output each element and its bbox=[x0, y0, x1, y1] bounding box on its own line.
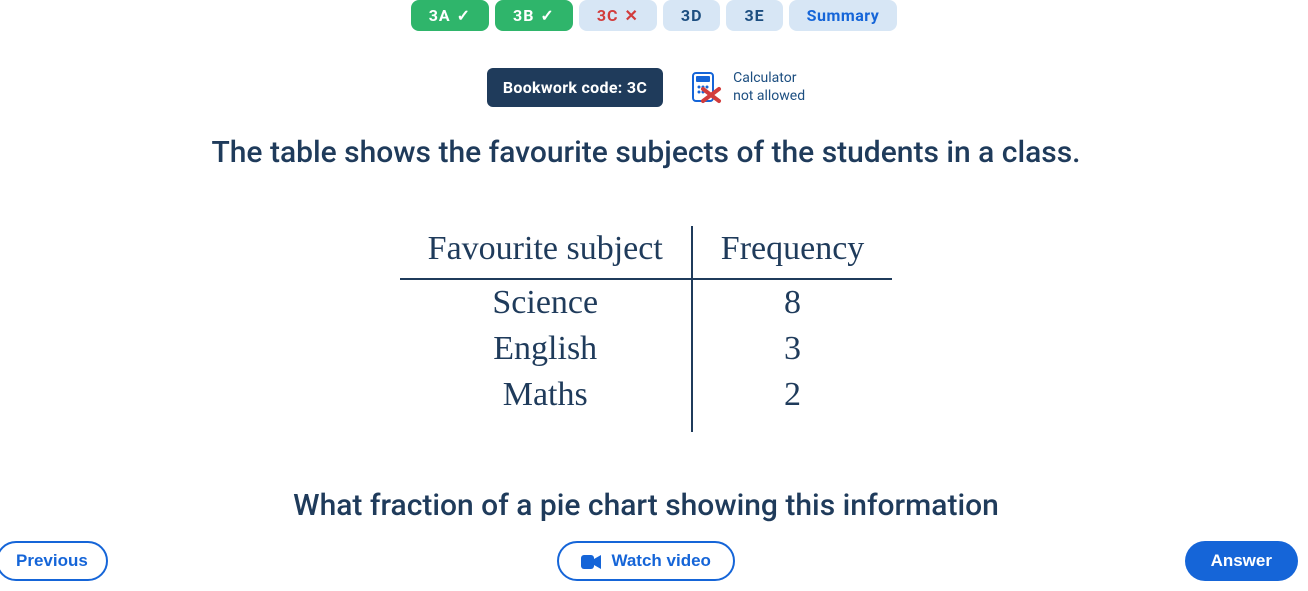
bottom-bar: Previous Watch video Answer bbox=[0, 531, 1308, 591]
tab-3d[interactable]: 3D bbox=[663, 0, 721, 31]
tab-3a[interactable]: 3A ✓ bbox=[411, 0, 489, 31]
tab-label: Summary bbox=[807, 6, 880, 25]
table-cell-frequency: 2 bbox=[692, 372, 893, 432]
table-header-subject: Favourite subject bbox=[400, 226, 692, 279]
table-row: English 3 bbox=[400, 326, 893, 372]
video-icon bbox=[581, 554, 601, 568]
tab-summary[interactable]: Summary bbox=[789, 0, 898, 31]
question-intro-text: The table shows the favourite subjects o… bbox=[186, 133, 1106, 174]
tab-label: 3B bbox=[513, 6, 534, 25]
check-icon: ✓ bbox=[540, 6, 554, 25]
answer-button[interactable]: Answer bbox=[1185, 541, 1298, 581]
calculator-line2: not allowed bbox=[733, 88, 805, 106]
badge-row: Bookwork code: 3C Calculator n bbox=[0, 68, 1292, 107]
calculator-status: Calculator not allowed bbox=[689, 70, 805, 105]
content-scroll[interactable]: Bookwork code: 3C Calculator n bbox=[0, 40, 1292, 531]
table-cell-frequency: 3 bbox=[692, 326, 893, 372]
question-followup-text: What fraction of a pie chart showing thi… bbox=[186, 486, 1106, 527]
bookwork-code-badge: Bookwork code: 3C bbox=[487, 68, 663, 107]
table-row: Science 8 bbox=[400, 279, 893, 326]
check-icon: ✓ bbox=[457, 6, 471, 25]
table-cell-subject: Maths bbox=[400, 372, 692, 432]
frequency-table: Favourite subject Frequency Science 8 En… bbox=[400, 226, 893, 432]
tab-label: 3C bbox=[597, 6, 619, 25]
watch-video-label: Watch video bbox=[611, 551, 711, 571]
table-cell-subject: Science bbox=[400, 279, 692, 326]
table-row: Maths 2 bbox=[400, 372, 893, 432]
tabs-row: 3A ✓ 3B ✓ 3C ✕ 3D 3E Summary bbox=[0, 0, 1308, 31]
calculator-line1: Calculator bbox=[733, 70, 805, 88]
previous-button[interactable]: Previous bbox=[0, 541, 108, 581]
calculator-status-text: Calculator not allowed bbox=[733, 70, 805, 105]
data-table-wrap: Favourite subject Frequency Science 8 En… bbox=[0, 226, 1292, 432]
tab-label: 3E bbox=[744, 6, 764, 25]
table-cell-subject: English bbox=[400, 326, 692, 372]
tab-label: 3A bbox=[429, 6, 451, 25]
watch-video-button[interactable]: Watch video bbox=[557, 541, 735, 581]
tab-label: 3D bbox=[681, 6, 703, 25]
tab-3c[interactable]: 3C ✕ bbox=[579, 0, 657, 31]
tab-3e[interactable]: 3E bbox=[726, 0, 782, 31]
calculator-not-allowed-icon bbox=[689, 71, 723, 105]
table-header-frequency: Frequency bbox=[692, 226, 893, 279]
table-cell-frequency: 8 bbox=[692, 279, 893, 326]
cross-icon: ✕ bbox=[624, 6, 638, 25]
tab-3b[interactable]: 3B ✓ bbox=[495, 0, 573, 31]
